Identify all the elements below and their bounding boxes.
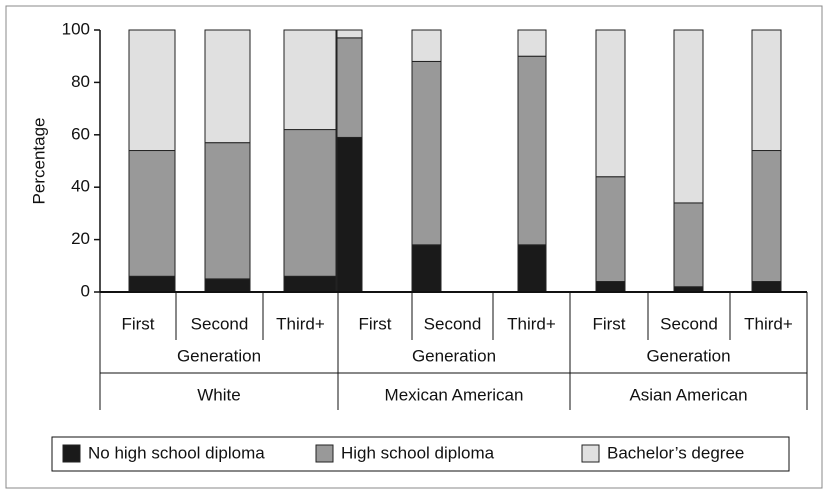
bar-segment bbox=[595, 281, 626, 293]
x-tick-label: Second bbox=[424, 314, 482, 333]
y-tick-label: 80 bbox=[71, 72, 90, 91]
x-tick-label: First bbox=[121, 314, 154, 333]
y-tick-label: 100 bbox=[62, 19, 90, 38]
y-tick-label: 60 bbox=[71, 124, 90, 143]
y-tick-label: 0 bbox=[81, 281, 90, 300]
group-sublabel: Generation bbox=[646, 346, 730, 365]
bar-segment bbox=[128, 29, 176, 152]
y-axis-label: Percentage bbox=[29, 118, 48, 205]
group-label: White bbox=[197, 385, 240, 404]
bar-segment bbox=[204, 142, 251, 280]
legend-label: Bachelor’s degree bbox=[607, 443, 744, 462]
bar-segment bbox=[336, 29, 363, 39]
group-sublabel: Generation bbox=[412, 346, 496, 365]
bar-segment bbox=[204, 29, 251, 144]
legend-box bbox=[51, 436, 790, 472]
bar-segment bbox=[595, 29, 626, 178]
x-tick-label: Third+ bbox=[507, 314, 556, 333]
bar-segment bbox=[751, 281, 782, 293]
bar-segment bbox=[336, 37, 363, 138]
group-label: Asian American bbox=[629, 385, 747, 404]
bar-segment bbox=[595, 176, 626, 283]
x-tick-label: Second bbox=[660, 314, 718, 333]
bar-segment bbox=[751, 150, 782, 283]
x-tick-label: Third+ bbox=[744, 314, 793, 333]
x-tick-label: Second bbox=[191, 314, 249, 333]
y-tick-label: 20 bbox=[71, 229, 90, 248]
bar-segment bbox=[204, 278, 251, 293]
bar-segment bbox=[411, 29, 442, 62]
bar-segment bbox=[128, 150, 176, 277]
group-label: Mexican American bbox=[385, 385, 524, 404]
bar-segment bbox=[517, 55, 547, 246]
group-sublabel: Generation bbox=[177, 346, 261, 365]
x-tick-label: Third+ bbox=[276, 314, 325, 333]
bar-segment bbox=[283, 275, 337, 293]
y-tick-label: 40 bbox=[71, 177, 90, 196]
bar-segment bbox=[517, 244, 547, 293]
bar-segment bbox=[673, 29, 704, 204]
x-tick-label: First bbox=[592, 314, 625, 333]
x-tick-label: First bbox=[358, 314, 391, 333]
legend-swatch bbox=[581, 444, 600, 463]
bar-segment bbox=[751, 29, 782, 152]
bar-segment bbox=[283, 29, 337, 131]
legend-swatch bbox=[315, 444, 334, 463]
bar-segment bbox=[673, 202, 704, 288]
legend-label: No high school diploma bbox=[88, 443, 265, 462]
bar-segment bbox=[283, 129, 337, 277]
legend-swatch bbox=[62, 444, 81, 463]
frame bbox=[5, 5, 823, 489]
bar-segment bbox=[411, 60, 442, 246]
bar-segment bbox=[517, 29, 547, 57]
bar-segment bbox=[336, 136, 363, 293]
bar-segment bbox=[411, 244, 442, 293]
bar-segment bbox=[128, 275, 176, 293]
legend-label: High school diploma bbox=[341, 443, 495, 462]
